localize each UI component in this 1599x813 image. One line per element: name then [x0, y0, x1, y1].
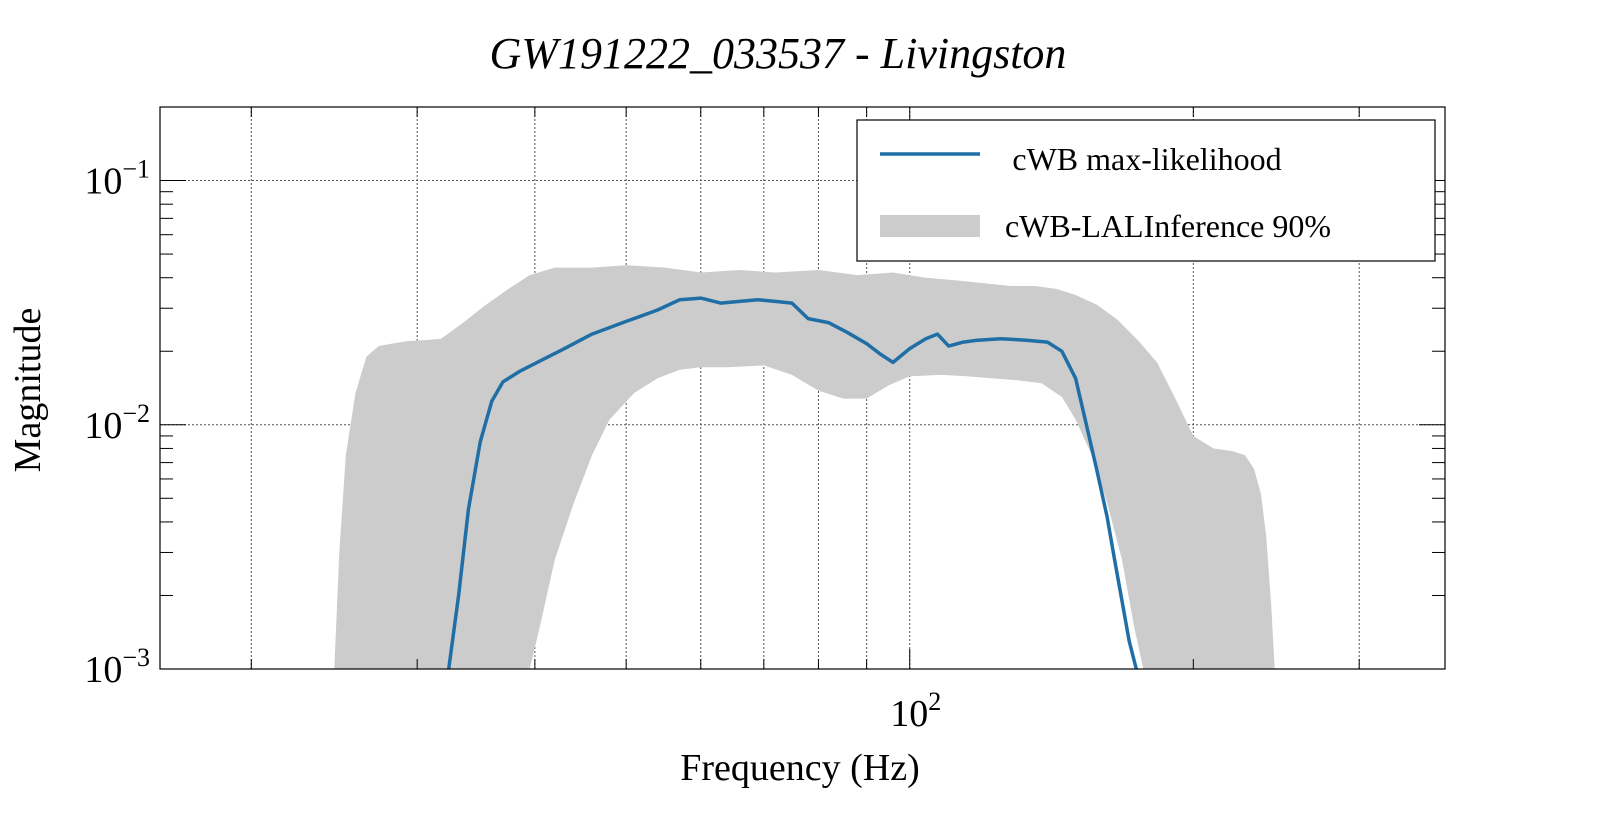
legend-label-lalinference: cWB-LALInference 90% — [1005, 208, 1331, 244]
axis-ticks — [160, 106, 1445, 670]
legend-label-max-likelihood: cWB max-likelihood — [1012, 141, 1281, 177]
y-tick-label: 10−3 — [84, 643, 150, 691]
plot-frame — [159, 106, 1446, 670]
y-tick-label: 10−2 — [84, 399, 150, 447]
legend-swatch-band — [880, 215, 980, 237]
y-tick-label: 10−1 — [84, 155, 150, 203]
y-axis-label: Magnitude — [7, 308, 49, 473]
x-tick-labels: 102 — [890, 687, 941, 735]
chart-title: GW191222_033537 - Livingston — [490, 29, 1067, 78]
legend-box — [856, 119, 1436, 262]
legend: cWB max-likelihood cWB-LALInference 90% — [856, 119, 1436, 262]
x-axis-label: Frequency (Hz) — [680, 747, 920, 789]
x-tick-label: 102 — [890, 687, 941, 735]
max-likelihood-line — [446, 296, 1138, 670]
confidence-band — [334, 265, 1275, 669]
y-tick-labels: 10−1 10−2 10−3 — [84, 155, 150, 691]
